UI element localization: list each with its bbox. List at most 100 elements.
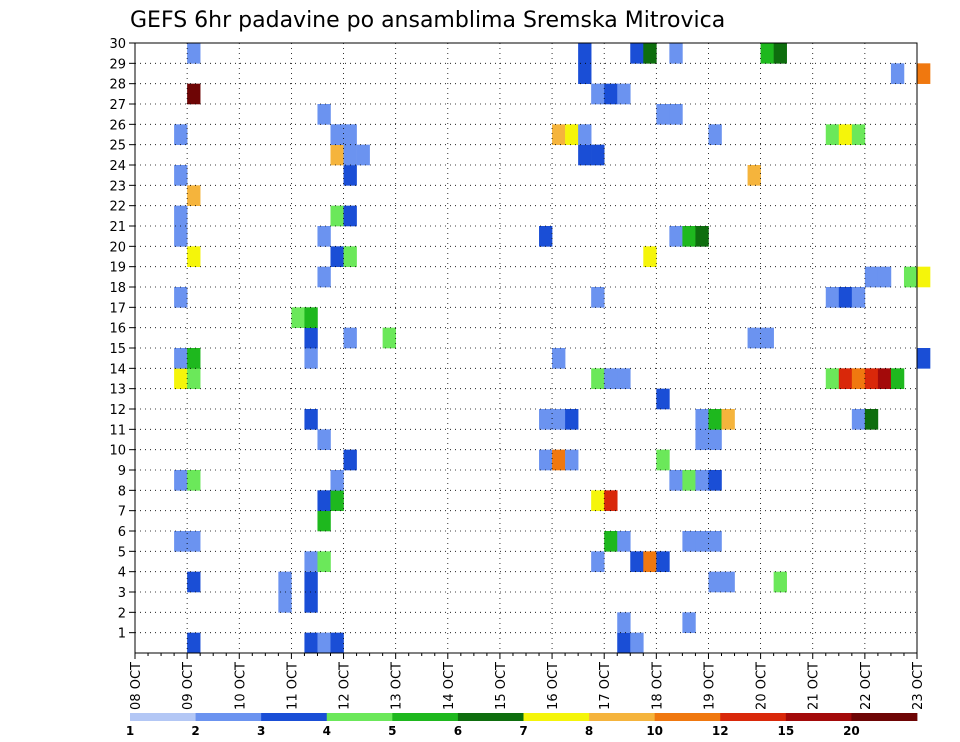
heatmap-cell [825, 368, 840, 389]
heatmap-cell [838, 368, 853, 389]
heatmap-cell [174, 348, 188, 369]
y-tick-label: 22 [109, 200, 126, 215]
colorbar-label: 4 [323, 724, 331, 738]
y-tick-label: 1 [118, 627, 126, 642]
colorbar-swatch [457, 713, 524, 721]
heatmap-cell [617, 612, 631, 633]
colorbar-swatch [720, 713, 787, 721]
heatmap-cell [591, 287, 605, 308]
heatmap-cell [630, 551, 644, 572]
y-tick-label: 13 [109, 383, 126, 398]
y-tick-label: 6 [118, 525, 126, 540]
heatmap-cell [330, 144, 344, 166]
colorbar-swatch [261, 713, 328, 721]
x-tick-label: 19 OCT [702, 662, 717, 710]
heatmap-cell [890, 63, 905, 84]
y-tick-label: 14 [109, 362, 126, 377]
heatmap-cell [187, 185, 201, 206]
heatmap-cell [656, 449, 670, 471]
x-tick-label: 23 OCT [911, 662, 926, 710]
colorbar-swatch [326, 713, 393, 721]
heatmap-cell [591, 490, 605, 511]
heatmap-cell [291, 307, 305, 328]
colorbar-swatch [589, 713, 656, 721]
heatmap-cell [604, 83, 618, 105]
x-tick-label: 13 OCT [390, 662, 405, 710]
heatmap-cell [864, 409, 879, 430]
heatmap-cell [838, 287, 853, 308]
heatmap-cell [539, 449, 553, 471]
heatmap-cell [317, 510, 331, 532]
heatmap-cell [304, 632, 318, 654]
x-tick-label: 08 OCT [129, 662, 144, 710]
heatmap-cell [578, 124, 592, 145]
heatmap-cell [669, 226, 683, 247]
y-tick-label: 28 [109, 78, 126, 93]
heatmap-cell [187, 531, 201, 552]
y-tick-label: 29 [109, 57, 126, 72]
heatmap-cell [317, 226, 331, 247]
heatmap-cell [838, 124, 853, 145]
colorbar-swatch [851, 713, 918, 721]
heatmap-cell [174, 531, 188, 552]
heatmap-cell [917, 266, 931, 288]
heatmap-cell [174, 165, 188, 186]
colorbar-swatch [654, 713, 721, 721]
colorbar-swatch [785, 713, 852, 721]
heatmap-cell [591, 551, 605, 572]
heatmap-cell [539, 409, 553, 430]
heatmap-cell [669, 104, 683, 125]
heatmap-cell [825, 287, 840, 308]
heatmap-cell [552, 348, 566, 369]
heatmap-cell [330, 124, 344, 145]
x-tick-label: 09 OCT [181, 662, 196, 710]
heatmap-cell [552, 409, 566, 430]
heatmap-cell [187, 368, 201, 389]
colorbar-swatch [392, 713, 459, 721]
heatmap-cell [708, 571, 722, 593]
x-tick-label: 22 OCT [859, 662, 874, 710]
heatmap-cell [851, 287, 866, 308]
heatmap-cell [187, 43, 201, 64]
colorbar-label: 10 [646, 724, 663, 738]
x-tick-label: 17 OCT [598, 662, 613, 710]
heatmap-cell [682, 612, 696, 633]
heatmap-cell [591, 368, 605, 389]
heatmap-cell [695, 226, 709, 247]
y-tick-label: 20 [109, 240, 126, 255]
heatmap-cell [317, 429, 331, 450]
heatmap-cell [669, 43, 683, 64]
heatmap-cell [630, 43, 644, 64]
heatmap-cell [604, 531, 618, 552]
heatmap-cell [565, 409, 579, 430]
colorbar-swatch [195, 713, 262, 721]
heatmap-cell [330, 246, 344, 267]
y-tick-label: 19 [109, 261, 126, 276]
heatmap-cell [278, 571, 292, 593]
heatmap-cell [773, 571, 787, 593]
heatmap-cell [877, 368, 892, 389]
heatmap-cell [903, 266, 918, 288]
y-tick-label: 2 [118, 606, 126, 621]
heatmap-cell [604, 490, 618, 511]
heatmap-cell [317, 104, 331, 125]
heatmap-cell [304, 307, 318, 328]
y-axis-ticks: 1234567891011121314151617181920212223242… [109, 37, 135, 642]
colorbar-label: 1 [126, 724, 134, 738]
heatmap-cell [708, 429, 722, 450]
x-tick-label: 14 OCT [442, 662, 457, 710]
heatmap-cell [682, 226, 696, 247]
heatmap-cell [617, 368, 631, 389]
heatmap-cell [864, 266, 879, 288]
heatmap-cell [591, 144, 605, 166]
heatmap-cell [890, 368, 905, 389]
heatmap-cell [695, 470, 709, 491]
heatmap-cell [643, 43, 657, 64]
heatmap-cell [747, 327, 761, 349]
heatmap-cell [617, 632, 631, 654]
heatmap-cell [330, 205, 344, 227]
heatmap-cell [565, 449, 579, 471]
y-tick-label: 3 [118, 586, 126, 601]
heatmap-cell [877, 266, 892, 288]
